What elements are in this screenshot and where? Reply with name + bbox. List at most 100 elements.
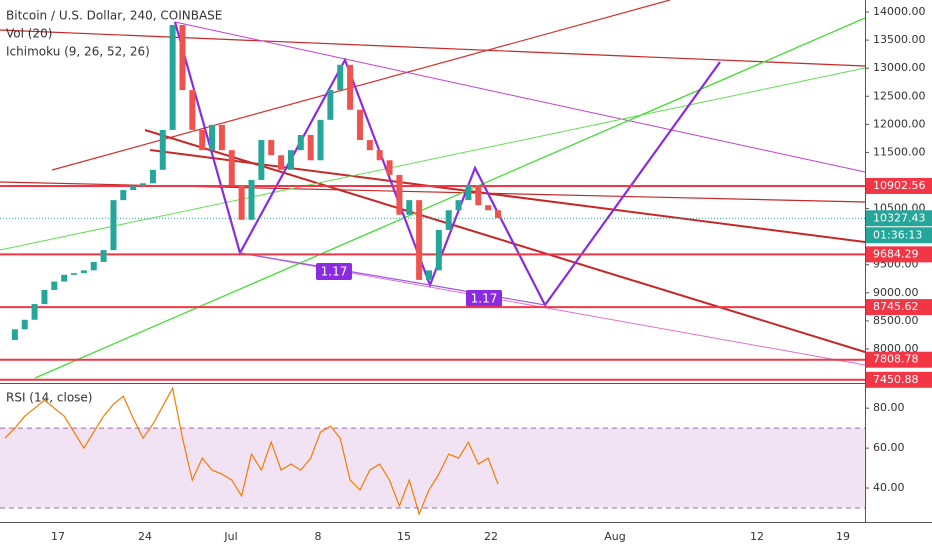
y-tick-label: 12000.00 [873,117,926,130]
candle [209,124,216,151]
candle [416,200,423,280]
candle [287,150,294,170]
candle [307,135,314,161]
candle [317,119,324,161]
y-tick-label: 9000.00 [873,286,919,299]
rsi-title[interactable]: RSI (14, close) [6,391,92,405]
rsi-y-tick-label: 80.00 [873,401,905,414]
candle [100,250,107,262]
rsi-y-tick-label: 40.00 [873,481,905,494]
date-label: Jul [223,530,237,543]
rsi-y-tick-label: 60.00 [873,441,905,454]
candle [80,270,87,274]
trend-line [0,29,866,67]
candle [248,179,255,220]
candle [41,290,48,305]
countdown: 01:36:13 [873,228,922,241]
date-label: 15 [397,530,411,543]
date-label: 17 [51,530,65,543]
candle [238,184,245,220]
candle [218,124,225,151]
candle [61,274,68,282]
price-tag-label: 7450.88 [873,373,919,386]
date-label: 19 [836,530,850,543]
price-tag [866,371,932,388]
y-tick-label: 11500.00 [873,145,926,158]
price-tag-label: 9684.29 [873,247,919,260]
candle [90,261,97,271]
candle [386,160,393,175]
candle [465,184,472,201]
candle [258,140,265,180]
candle [435,229,442,271]
trend-line [0,67,866,251]
ichimoku-indicator[interactable]: Ichimoku (9, 26, 52, 26) [6,45,150,59]
pattern-label: 1.17 [321,265,348,279]
price-tag [866,351,932,368]
rsi-line [4,386,499,516]
date-label: 24 [138,530,152,543]
candle [169,24,176,130]
price-tag [866,177,932,194]
price-tag-label: 7808.78 [873,353,919,366]
candle [278,155,285,170]
trend-line [149,149,866,243]
candle [130,186,137,191]
candle [159,129,166,170]
candle [475,184,482,206]
trend-line [174,21,866,173]
candle [327,90,334,120]
candle [406,200,413,215]
candle [297,135,304,151]
date-label: 12 [750,530,764,543]
candle [51,281,58,291]
pattern-label: 1.17 [471,292,498,306]
volume-indicator[interactable]: Vol (20) [6,27,52,41]
candle [199,129,206,151]
pattern-label-box [466,290,502,307]
candle [21,319,28,330]
candle [396,174,403,215]
candle [228,150,235,185]
candle [495,210,501,219]
price-tag-label: 10327.43 [873,211,926,224]
candle [445,210,452,230]
price-tag-label: 8745.62 [873,300,919,313]
y-tick-label: 12500.00 [873,89,926,102]
symbol-title[interactable]: Bitcoin / U.S. Dollar, 240, COINBASE [6,9,222,23]
price-tag [866,210,932,227]
candle [120,190,127,201]
candle [189,90,196,130]
price-tag [866,246,932,263]
candle [71,273,78,275]
price-tag-label: 10902.56 [873,179,926,192]
pattern-label-box [316,263,352,280]
candle [485,205,492,211]
y-tick-label: 13000.00 [873,61,926,74]
trend-line [34,17,866,379]
candle [149,169,156,184]
candle [140,183,147,187]
y-tick-label: 14000.00 [873,5,926,18]
date-label: 8 [315,530,322,543]
candle [337,64,344,91]
countdown-tag [866,227,932,244]
candle [376,150,383,161]
candle [366,140,373,151]
candle [455,200,462,211]
candle [31,304,38,320]
trend-line [51,0,671,171]
rsi-band [0,428,865,509]
candle [110,200,117,251]
candle [268,140,275,156]
candle [425,270,432,280]
date-label: 22 [484,530,498,543]
candle [356,109,363,141]
y-tick-label: 13500.00 [873,33,926,46]
candle [11,329,18,340]
price-tag [866,299,932,316]
candle [347,64,354,110]
trend-line [144,129,866,353]
